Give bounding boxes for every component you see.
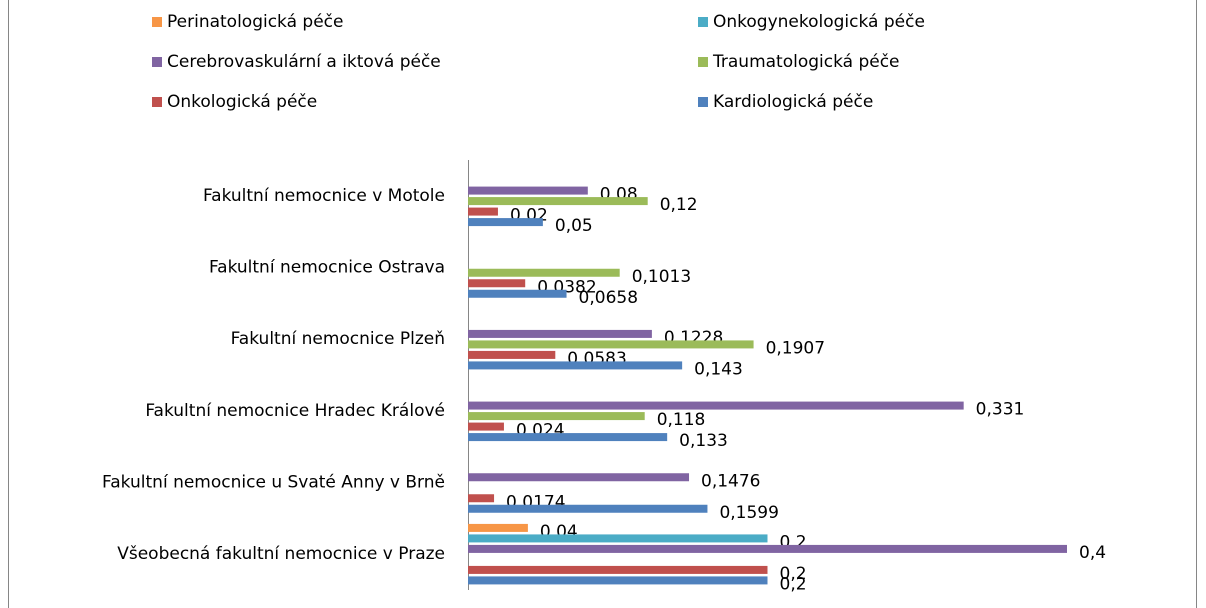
bar xyxy=(468,279,526,288)
legend-label: Onkologická péče xyxy=(167,92,317,112)
legend-swatch xyxy=(698,97,708,107)
bar xyxy=(468,329,652,338)
bar xyxy=(468,433,668,442)
legend-label: Perinatologická péče xyxy=(167,12,343,32)
data-label: 0,4 xyxy=(1079,543,1106,563)
legend-swatch xyxy=(152,57,162,67)
y-tick-label: Fakultní nemocnice u Svaté Anny v Brně xyxy=(102,473,445,493)
data-label: 0,331 xyxy=(976,400,1025,420)
bar xyxy=(468,361,683,370)
bar xyxy=(468,544,1067,553)
data-label: 0,118 xyxy=(657,410,706,430)
legend-swatch xyxy=(698,57,708,67)
data-label: 0,143 xyxy=(694,359,743,379)
data-label: 0,133 xyxy=(679,431,728,451)
bar xyxy=(468,504,708,513)
bar xyxy=(468,186,588,195)
bar xyxy=(468,350,556,359)
data-label: 0,1476 xyxy=(701,471,760,491)
bar xyxy=(468,422,504,431)
y-tick-label: Fakultní nemocnice Plzeň xyxy=(231,329,445,349)
bar xyxy=(468,289,567,298)
legend-label: Cerebrovaskulární a iktová péče xyxy=(167,52,441,72)
legend-swatch xyxy=(698,17,708,27)
bar xyxy=(468,197,648,206)
y-tick-label: Fakultní nemocnice Hradec Králové xyxy=(145,401,445,421)
legend-label: Kardiologická péče xyxy=(713,92,873,112)
legend-label: Traumatologická péče xyxy=(712,52,900,72)
bar xyxy=(468,494,495,503)
legend-swatch xyxy=(152,17,162,27)
bar xyxy=(468,207,498,216)
bar xyxy=(468,523,528,532)
bar xyxy=(468,218,543,227)
data-label: 0,05 xyxy=(555,216,593,236)
bar xyxy=(468,268,620,277)
data-label: 0,2 xyxy=(780,564,807,584)
bar xyxy=(468,473,690,482)
y-tick-label: Fakultní nemocnice v Motole xyxy=(203,186,445,206)
y-tick-label: Fakultní nemocnice Ostrava xyxy=(209,258,445,278)
data-label: 0,2 xyxy=(780,574,807,594)
data-label: 0,0658 xyxy=(579,288,638,308)
bar xyxy=(468,340,754,349)
data-label: 0,12 xyxy=(660,195,698,215)
bar xyxy=(468,565,768,574)
bar xyxy=(468,576,768,585)
data-label: 0,1907 xyxy=(766,338,825,358)
legend-label: Onkogynekologická péče xyxy=(713,12,925,32)
data-label: 0,1013 xyxy=(632,267,691,287)
bar xyxy=(468,401,964,410)
bar xyxy=(468,534,768,543)
data-label: 0,1599 xyxy=(719,503,778,523)
bar xyxy=(468,412,645,421)
legend-swatch xyxy=(152,97,162,107)
y-tick-label: Všeobecná fakultní nemocnice v Praze xyxy=(117,544,445,564)
